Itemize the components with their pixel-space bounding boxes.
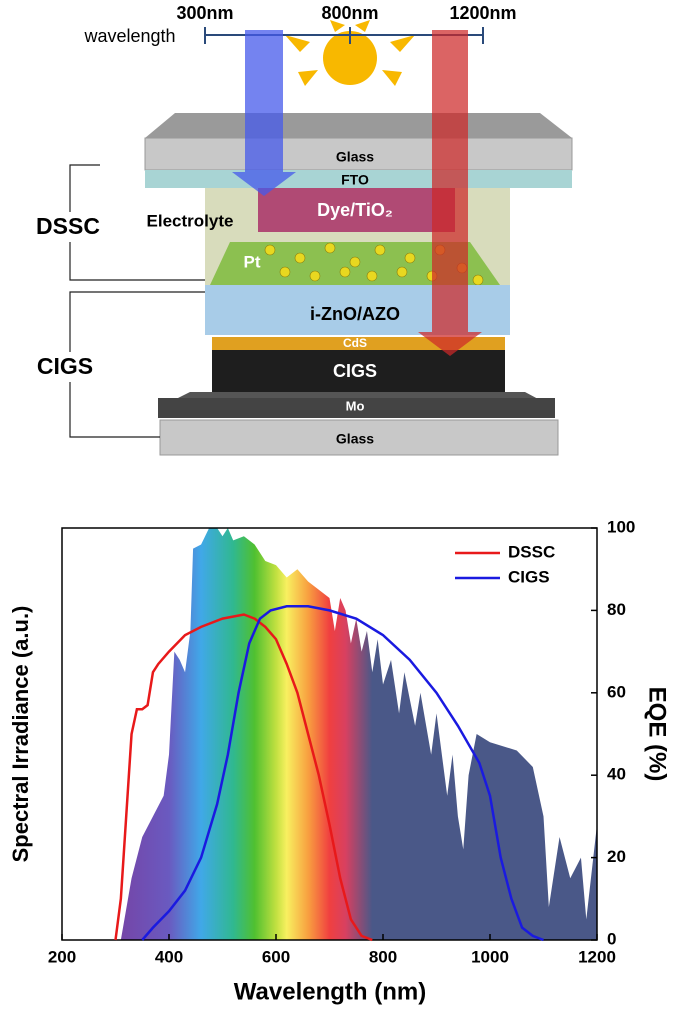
x-tick-label: 200: [48, 947, 76, 966]
blue-arrow: [232, 30, 296, 196]
x-tick-label: 1000: [471, 947, 509, 966]
layer-label: Mo: [346, 398, 365, 413]
diagram: wavelength 300nm 800nm 1200nm Glass FTO …: [25, 3, 573, 456]
legend-label: CIGS: [508, 567, 550, 586]
layer-label: Dye/TiO₂: [317, 200, 393, 220]
layer-label: FTO: [341, 172, 369, 188]
x-tick-label: 600: [262, 947, 290, 966]
red-arrow: [418, 30, 482, 356]
plot-frame: [61, 527, 598, 941]
y2-tick-label: 80: [607, 600, 626, 619]
layer-label: CIGS: [333, 361, 377, 381]
layer-label: Pt: [244, 252, 261, 271]
scale-ticks: [204, 27, 484, 44]
y2-axis-label: EQE (%): [644, 687, 671, 782]
series-line: [141, 605, 544, 942]
spectrum-area: [120, 528, 597, 940]
mo: [158, 398, 555, 418]
layer-label: Glass: [336, 431, 374, 447]
label-bg: [28, 212, 118, 242]
label-bg: [25, 352, 113, 382]
sun-rays: [285, 20, 415, 86]
x-axis-label: Wavelength (nm): [234, 978, 426, 1005]
layer-label: Electrolyte: [147, 211, 234, 230]
group-label: CIGS: [37, 353, 93, 379]
cigs-absorber: [212, 350, 505, 392]
layer-label: Glass: [336, 149, 374, 165]
scale-tick-label: 1200nm: [449, 3, 516, 23]
layer-label: CdS: [343, 336, 367, 350]
sun: [323, 31, 377, 85]
x-tick-label: 1200: [578, 947, 616, 966]
scale-tick-label: 300nm: [176, 3, 233, 23]
y2-tick-label: 0: [607, 929, 616, 948]
group-label: DSSC: [36, 213, 100, 239]
glass-bottom: [159, 419, 559, 456]
chart: Spectral Irradiance (a.u.) EQE (%) Wavel…: [8, 517, 671, 1005]
glass-top-face: [145, 113, 572, 138]
scale-label: wavelength: [83, 26, 175, 46]
y-axis-label: Spectral Irradiance (a.u.): [8, 606, 33, 863]
legend-label: DSSC: [508, 542, 555, 561]
y2-tick-label: 20: [607, 847, 626, 866]
y2-tick-label: 100: [607, 517, 635, 536]
series-line: [114, 613, 373, 942]
y2-tick-label: 40: [607, 765, 626, 784]
x-tick-label: 800: [369, 947, 397, 966]
dye-layer: [258, 188, 455, 232]
scale-tick-label: 800nm: [321, 3, 378, 23]
layer-label: i-ZnO/AZO: [310, 304, 400, 324]
x-tick-label: 400: [155, 947, 183, 966]
y2-tick-label: 60: [607, 682, 626, 701]
